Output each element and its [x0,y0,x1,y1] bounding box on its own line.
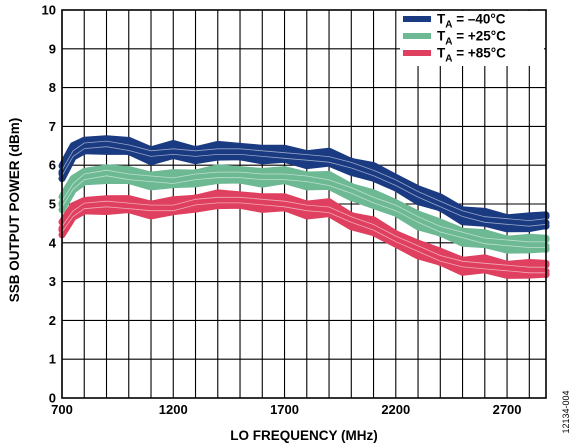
y-tick-label: 8 [49,80,56,95]
y-tick-label: 2 [49,313,56,328]
y-tick-label: 10 [42,3,56,18]
series-2 [58,164,550,254]
series-group [58,135,550,279]
y-tick-label: 9 [49,41,56,56]
legend-label: TA = +25°C [437,29,506,48]
y-tick-label: 0 [49,391,56,406]
y-tick-label: 6 [49,158,56,173]
x-tick-label: 1700 [270,402,299,417]
y-tick-label: 4 [49,235,57,250]
y-tick-label: 7 [49,119,56,134]
legend-label: TA = –40°C [437,12,506,31]
series-separator [61,196,546,268]
series-trace [58,164,550,243]
series-separator [61,175,546,248]
series-3 [58,189,550,279]
legend: TA = –40°CTA = +25°CTA = +85°C [400,11,544,66]
x-tick-label: 2200 [381,402,410,417]
x-tick-label: 1200 [159,402,188,417]
plot-frame [61,9,547,399]
plot-border [61,9,547,399]
legend-label: TA = +85°C [437,46,506,65]
series-trace [58,189,550,268]
series-separator [61,169,546,243]
y-tick-labels: 0 1 2 3 4 5 6 7 8 9 10 [42,3,57,406]
series-1 [58,135,550,233]
series-separator [61,140,547,222]
y-axis-title: SSB OUTPUT POWER (dBm) [7,118,22,303]
x-tick-label: 700 [51,402,73,417]
series-trace [58,135,550,222]
figure-id: 12134-004 [561,390,571,433]
y-tick-label: 3 [49,274,56,289]
x-tick-labels: 700 1200 1700 2200 2700 [51,402,521,417]
y-tick-label: 5 [49,197,56,212]
x-tick-label: 2700 [493,402,522,417]
y-tick-label: 1 [49,352,56,367]
x-axis-title: LO FREQUENCY (MHz) [230,428,378,443]
series-separator [61,146,547,227]
series-separator [61,202,546,274]
